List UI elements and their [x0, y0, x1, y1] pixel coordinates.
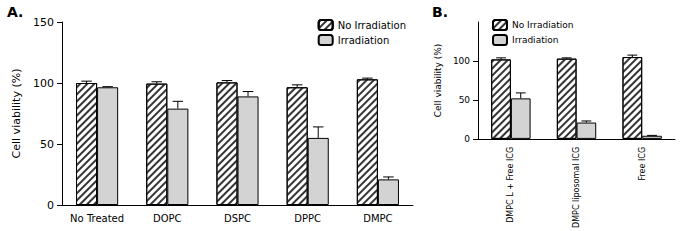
svg-text:No Irradiation: No Irradiation — [338, 20, 406, 31]
svg-text:DPPC: DPPC — [294, 213, 321, 224]
svg-text:DSPC: DSPC — [224, 213, 251, 224]
svg-text:No Treated: No Treated — [70, 213, 124, 224]
svg-text:A.: A. — [7, 4, 23, 20]
svg-text:50: 50 — [40, 138, 54, 151]
svg-text:100: 100 — [33, 77, 54, 90]
svg-text:50: 50 — [459, 95, 471, 105]
svg-text:DOPC: DOPC — [153, 213, 182, 224]
svg-text:100: 100 — [453, 56, 470, 66]
svg-text:150: 150 — [33, 16, 54, 29]
svg-text:DMPC: DMPC — [363, 213, 392, 224]
svg-text:No Irradiation: No Irradiation — [512, 20, 573, 30]
svg-text:0: 0 — [47, 199, 54, 212]
svg-text:B.: B. — [432, 4, 448, 20]
svg-text:Cell viability (%): Cell viability (%) — [433, 44, 443, 118]
svg-text:Free ICG: Free ICG — [638, 147, 647, 181]
svg-text:Cell viability (%): Cell viability (%) — [10, 69, 23, 159]
svg-text:DMPC liposomal ICG: DMPC liposomal ICG — [572, 147, 581, 228]
svg-text:Irradiation: Irradiation — [512, 35, 558, 45]
svg-text:DMPC L + Free ICG: DMPC L + Free ICG — [506, 147, 515, 223]
svg-text:0: 0 — [464, 134, 470, 144]
svg-text:Irradiation: Irradiation — [338, 35, 390, 46]
